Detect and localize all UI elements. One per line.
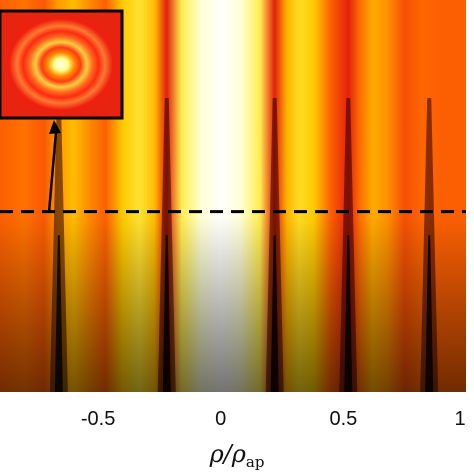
x-tick-label-2: 0.5	[329, 408, 357, 430]
x-tick-label-3: 1	[454, 408, 465, 430]
inset-ring-pattern	[0, 9, 124, 120]
x-tick-label-1: 0	[215, 408, 226, 430]
x-axis-label: ρ/ρap	[209, 440, 265, 471]
inset-image	[0, 11, 122, 118]
pointer-line	[47, 131, 58, 212]
x-axis-label-sub: ap	[246, 453, 265, 471]
inset-pointer-arrow	[47, 120, 61, 212]
x-axis-ticks: -0.5 0 0.5 1	[81, 408, 466, 430]
inset-frame	[0, 9, 124, 120]
pointer-arrowhead	[49, 120, 61, 134]
x-tick-label-0: -0.5	[81, 408, 115, 430]
x-axis-label-main: ρ/ρ	[209, 440, 246, 468]
